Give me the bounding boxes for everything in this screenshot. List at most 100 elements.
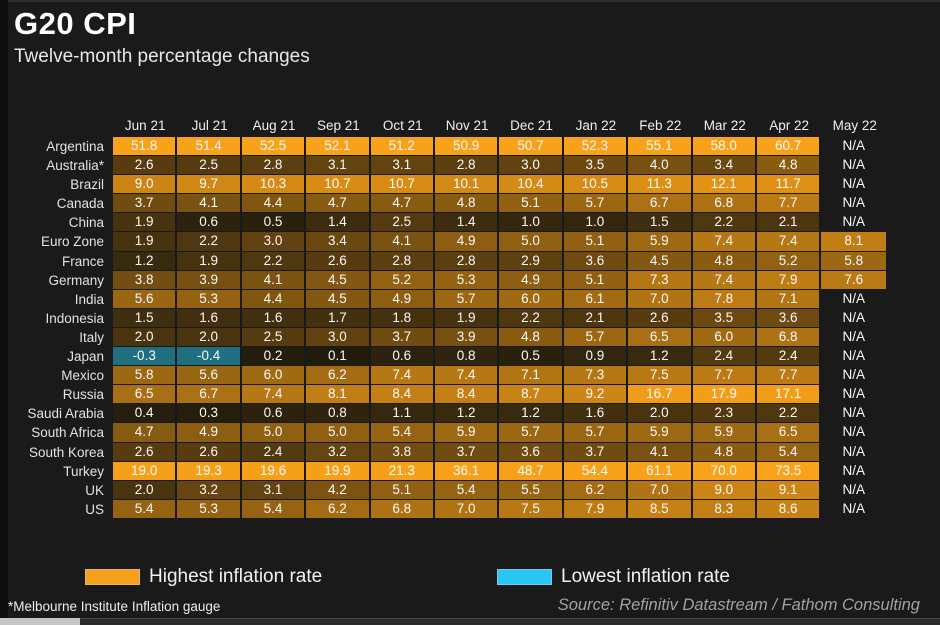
heatmap-cell: N/A xyxy=(842,367,866,383)
heatmap-cell: 2.2 xyxy=(692,213,757,233)
column-header: Dec 21 xyxy=(510,118,553,133)
heatmap-cell: 5.1 xyxy=(499,194,564,214)
heatmap-cell: 1.7 xyxy=(306,308,371,328)
heatmap-cell: 10.4 xyxy=(499,175,564,195)
highest-inflation-swatch xyxy=(85,569,140,585)
heatmap-cell: 5.4 xyxy=(756,442,822,462)
heatmap-cell: 5.1 xyxy=(370,480,435,500)
heatmap-cell: 5.7 xyxy=(563,327,629,348)
heatmap-cell: 6.7 xyxy=(177,385,242,405)
heatmap-cell: 3.2 xyxy=(306,442,371,462)
heatmap-cell: 19.0 xyxy=(113,461,178,481)
heatmap-cell: 7.0 xyxy=(628,289,693,309)
heatmap-cell: 4.9 xyxy=(370,289,435,309)
heatmap-cell: 6.7 xyxy=(628,194,693,214)
heatmap-cell: 8.1 xyxy=(821,232,889,252)
heatmap-cell: 5.6 xyxy=(113,289,178,309)
row-label: South Korea xyxy=(28,444,104,460)
heatmap-cell: 9.0 xyxy=(113,175,178,195)
heatmap-cell: 4.7 xyxy=(306,194,371,214)
heatmap-cell: 16.7 xyxy=(628,385,693,405)
heatmap-cell: 1.2 xyxy=(499,404,564,424)
heatmap-cell: 2.0 xyxy=(628,404,693,424)
heatmap-cell: 5.1 xyxy=(563,232,629,252)
page-title: G20 CPI xyxy=(14,6,137,41)
heatmap-cell: 3.7 xyxy=(113,194,178,214)
heatmap-cell: 1.0 xyxy=(563,213,629,233)
heatmap-cell: 8.7 xyxy=(499,385,564,405)
heatmap-cell: 0.6 xyxy=(241,404,307,424)
heatmap-cell: 7.9 xyxy=(756,270,822,290)
heatmap-cell: 4.8 xyxy=(692,251,757,271)
heatmap-cell: 1.2 xyxy=(628,347,693,367)
heatmap-cell: 0.9 xyxy=(563,347,629,367)
heatmap-cell: 6.0 xyxy=(692,327,757,348)
heatmap-cell: 3.8 xyxy=(370,442,435,462)
heatmap-cell: 5.4 xyxy=(434,480,500,500)
lowest-inflation-label: Lowest inflation rate xyxy=(561,566,730,587)
heatmap-cell: 2.2 xyxy=(756,404,822,424)
heatmap-cell: 2.3 xyxy=(692,404,757,424)
row-label: South Africa xyxy=(31,425,104,441)
heatmap-cell: 7.5 xyxy=(499,499,564,519)
heatmap-cell: 4.8 xyxy=(756,156,822,176)
window-top-edge xyxy=(0,0,940,2)
heatmap-cell: 10.3 xyxy=(241,175,307,195)
column-header: May 22 xyxy=(832,118,877,133)
heatmap-cell: 3.9 xyxy=(434,327,500,348)
heatmap-cell: 1.2 xyxy=(434,404,500,424)
heatmap-cell: 7.9 xyxy=(563,499,629,519)
heatmap-cell: 7.1 xyxy=(756,289,822,309)
heatmap-cell: 8.6 xyxy=(756,499,822,519)
heatmap-cell: 7.8 xyxy=(692,289,757,309)
heatmap-cell: 6.8 xyxy=(370,499,435,519)
heatmap-cell: 4.1 xyxy=(241,270,307,290)
heatmap-cell: 3.2 xyxy=(177,480,242,500)
heatmap-cell: 5.2 xyxy=(756,251,822,271)
heatmap-cell: 3.9 xyxy=(177,270,242,290)
heatmap-cell: 4.5 xyxy=(306,270,371,290)
heatmap-cell: 7.4 xyxy=(692,232,757,252)
heatmap-cell: 5.9 xyxy=(434,423,500,443)
heatmap-cell: 3.6 xyxy=(756,308,822,328)
row-label: Canada xyxy=(56,196,104,212)
heatmap-cell: 7.1 xyxy=(499,366,564,386)
heatmap-cell: 5.0 xyxy=(499,232,564,252)
heatmap-cell: 8.3 xyxy=(692,499,757,519)
row-label: Turkey xyxy=(63,463,104,479)
corner-cell xyxy=(10,117,113,137)
heatmap-cell: 2.0 xyxy=(113,327,178,348)
heatmap-cell: 5.1 xyxy=(563,270,629,290)
heatmap-cell: 6.2 xyxy=(563,480,629,500)
heatmap-cell: 5.7 xyxy=(434,289,500,309)
heatmap-cell: 0.6 xyxy=(370,347,435,367)
heatmap-cell: 48.7 xyxy=(499,461,564,481)
heatmap-cell: 5.7 xyxy=(499,423,564,443)
heatmap-cell: 9.1 xyxy=(756,480,822,500)
heatmap-cell: 11.7 xyxy=(756,175,822,195)
heatmap-cell: 17.1 xyxy=(756,385,822,405)
heatmap-cell: 3.7 xyxy=(563,442,629,462)
heatmap-cell: 0.5 xyxy=(241,213,307,233)
heatmap-cell: N/A xyxy=(842,176,866,192)
heatmap-cell: 2.6 xyxy=(113,442,178,462)
heatmap-cell: 3.7 xyxy=(434,442,500,462)
column-header: Oct 21 xyxy=(382,118,423,133)
legend-highest: Highest inflation rate xyxy=(85,566,322,588)
heatmap-cell: 1.4 xyxy=(306,213,371,233)
heatmap-cell: 2.6 xyxy=(306,251,371,271)
row-label: Italy xyxy=(79,329,104,345)
heatmap-cell: 6.8 xyxy=(692,194,757,214)
heatmap-cell: 2.2 xyxy=(241,251,307,271)
window-bottom-edge xyxy=(0,618,940,625)
heatmap-cell: 2.8 xyxy=(370,251,435,271)
heatmap-cell: 5.3 xyxy=(177,289,242,309)
column-header: Apr 22 xyxy=(769,118,809,133)
heatmap-cell: 10.1 xyxy=(434,175,500,195)
heatmap-cell: 10.7 xyxy=(370,175,435,195)
heatmap-cell: 3.0 xyxy=(241,232,307,252)
heatmap-cell: 12.1 xyxy=(692,175,757,195)
heatmap-cell: 1.9 xyxy=(177,251,242,271)
heatmap-cell: 3.0 xyxy=(306,327,371,348)
heatmap-cell: 2.5 xyxy=(370,213,435,233)
